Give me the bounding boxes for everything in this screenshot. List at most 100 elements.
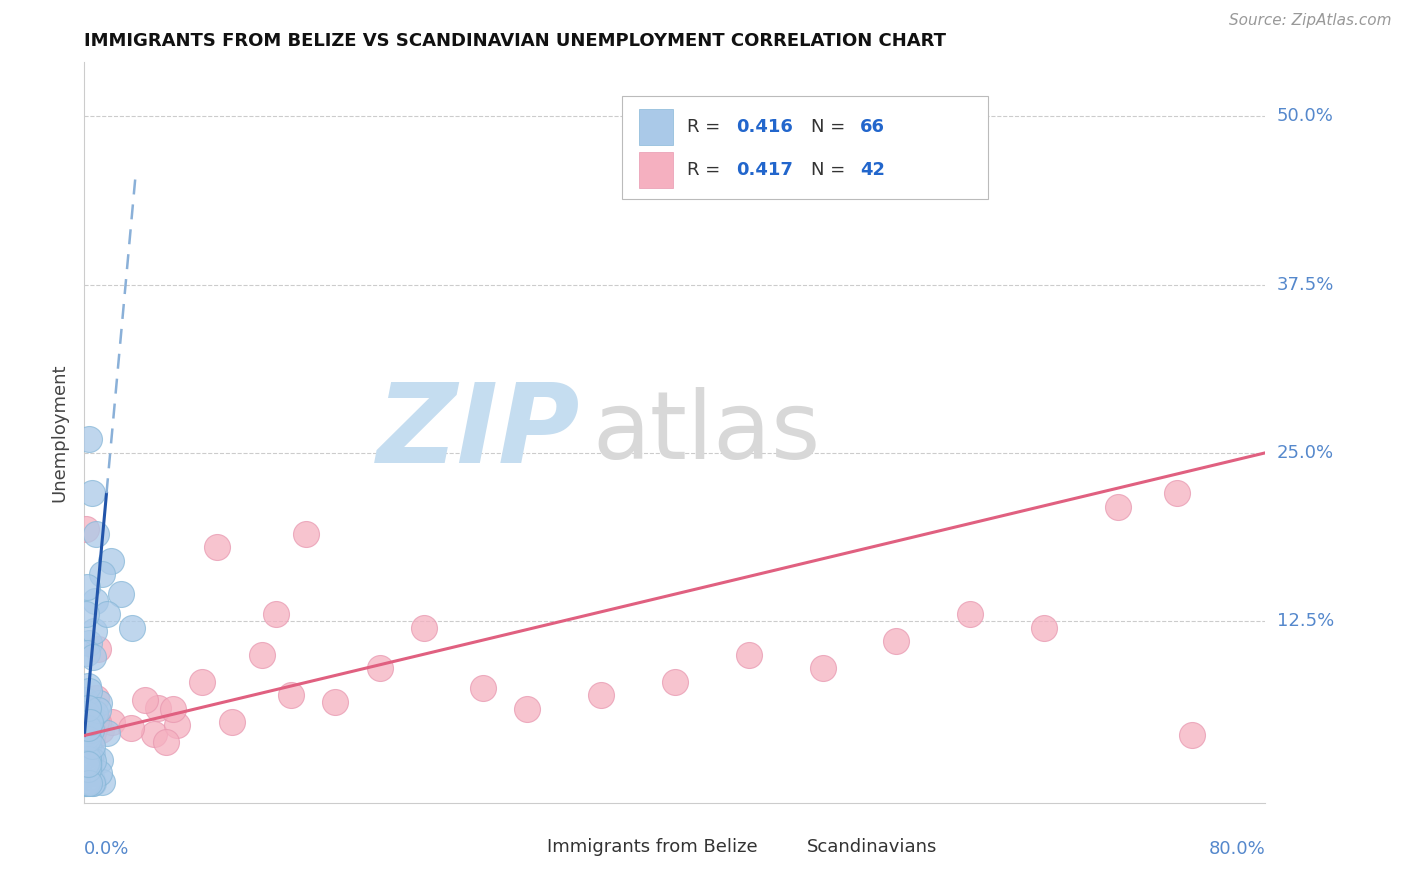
Text: ZIP: ZIP (377, 379, 581, 486)
Point (79, 714, 101, 729)
Bar (640, 109, 672, 145)
Point (162, 701, 184, 715)
Point (76, 701, 98, 715)
Point (250, 648, 273, 662)
Point (77, 731, 100, 746)
Text: 12.5%: 12.5% (1277, 612, 1334, 630)
Point (295, 526, 318, 541)
Point (76, 762, 98, 776)
Point (73, 693, 96, 707)
Point (75, 756, 97, 770)
Point (516, 701, 538, 715)
Point (77, 636, 100, 650)
Point (76, 724, 98, 739)
Point (100, 553, 122, 567)
Point (80, 775, 103, 789)
Text: Immigrants from Belize: Immigrants from Belize (547, 838, 758, 856)
Point (91, 566, 114, 581)
Point (266, 607, 288, 622)
Text: 0.0%: 0.0% (84, 840, 129, 858)
Point (134, 693, 156, 707)
Point (84, 714, 107, 728)
Point (325, 695, 347, 709)
Text: R =: R = (686, 118, 725, 136)
Point (75, 607, 97, 622)
Point (77, 728, 100, 742)
Point (79, 751, 101, 765)
Point (82, 725, 104, 739)
Point (1107, 500, 1129, 514)
Point (96, 726, 118, 740)
Text: 0.417: 0.417 (737, 161, 793, 178)
Point (79, 684, 101, 698)
Point (87, 765, 110, 780)
Point (77, 707, 100, 722)
Point (148, 701, 170, 715)
Point (80, 707, 103, 722)
Point (155, 735, 177, 749)
Point (75, 763, 97, 777)
Text: 25.0%: 25.0% (1277, 444, 1334, 462)
Point (82, 650, 104, 665)
Point (90, 723, 112, 737)
Text: 50.0%: 50.0% (1277, 107, 1333, 125)
Bar (763, 833, 799, 862)
Text: atlas: atlas (592, 386, 821, 479)
Point (80, 486, 103, 500)
Point (77, 775, 100, 789)
Point (80, 712, 103, 726)
Point (472, 681, 495, 696)
Text: N =: N = (811, 118, 851, 136)
Point (79, 723, 101, 737)
Point (75, 752, 97, 766)
Point (77, 753, 100, 767)
Point (84, 719, 107, 733)
Point (1033, 621, 1056, 635)
Text: 37.5%: 37.5% (1277, 276, 1334, 293)
Point (83, 594, 105, 608)
Point (77, 764, 100, 778)
Text: 66: 66 (860, 118, 886, 136)
Point (84, 706, 107, 721)
Text: 80.0%: 80.0% (1209, 840, 1265, 858)
Point (959, 607, 981, 622)
Point (221, 714, 243, 729)
Point (166, 718, 188, 732)
Point (73, 775, 96, 789)
Point (368, 661, 391, 675)
Text: 42: 42 (860, 161, 886, 178)
Point (73, 775, 96, 789)
Point (77, 680, 100, 694)
Y-axis label: Unemployment: Unemployment (51, 363, 69, 502)
Text: IMMIGRANTS FROM BELIZE VS SCANDINAVIAN UNEMPLOYMENT CORRELATION CHART: IMMIGRANTS FROM BELIZE VS SCANDINAVIAN U… (84, 32, 946, 50)
Point (82, 775, 104, 789)
Point (120, 721, 142, 735)
Point (76, 730, 98, 744)
Text: Source: ZipAtlas.com: Source: ZipAtlas.com (1229, 13, 1392, 29)
Point (84, 526, 107, 541)
Point (280, 688, 302, 702)
FancyBboxPatch shape (621, 95, 988, 200)
Text: N =: N = (811, 161, 851, 178)
Point (886, 634, 908, 648)
Point (87, 641, 110, 656)
Point (84, 691, 107, 706)
Point (191, 674, 214, 689)
Point (77, 764, 100, 779)
Point (82, 755, 104, 769)
Point (76, 646, 98, 660)
Point (1166, 486, 1188, 500)
Point (76, 711, 98, 725)
Point (591, 688, 613, 702)
Bar (503, 833, 538, 862)
Point (76, 756, 98, 771)
Text: Scandinavians: Scandinavians (807, 838, 938, 856)
Point (75, 522, 97, 536)
Point (77, 757, 100, 772)
Point (413, 621, 436, 635)
Point (75, 747, 97, 762)
Point (143, 726, 166, 740)
Point (101, 714, 124, 729)
Point (77, 739, 100, 754)
Point (87, 715, 110, 730)
